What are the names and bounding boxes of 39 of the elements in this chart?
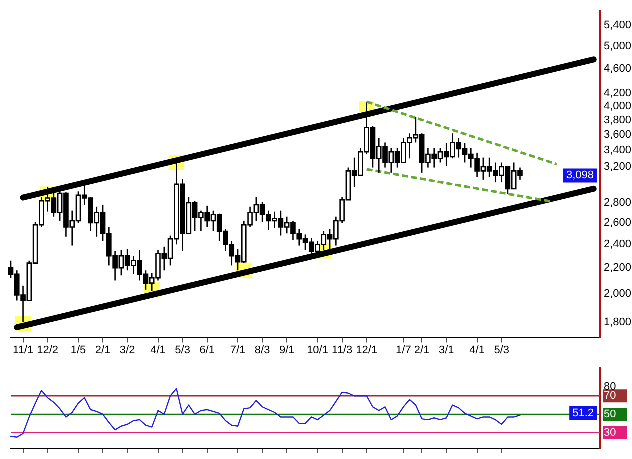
x-tick-label: 5/3	[175, 344, 190, 356]
annotation: 3,098	[566, 170, 594, 182]
x-tick-label: 11/3	[332, 344, 353, 356]
x-tick-label: 1/7	[396, 344, 412, 356]
y-tick-label: 4,200	[604, 88, 632, 100]
annotation: 51.2	[572, 407, 594, 420]
y-tick-label: 2,400	[604, 238, 632, 251]
x-tick-label: 12/2	[37, 344, 59, 356]
x-tick-label: 9/1	[279, 344, 295, 356]
x-tick-label: 2/1	[414, 344, 430, 356]
x-tick-label: 5/3	[494, 344, 510, 356]
y-tick-label: 3,200	[604, 160, 632, 173]
y-tick-label: 1,800	[604, 316, 632, 328]
x-tick-label: 11/1	[12, 344, 34, 356]
x-tick-label: 4/1	[470, 344, 485, 356]
y-tick-label: 3,600	[604, 129, 632, 142]
y-tick-label: 50	[604, 408, 616, 420]
x-tick-label: 12/1	[356, 344, 378, 356]
y-tick-label: 3,400	[604, 144, 632, 157]
x-tick-label: 3/1	[438, 344, 454, 356]
x-tick-label: 10/1	[307, 344, 328, 356]
y-tick-label: 5,400	[604, 20, 632, 32]
x-tick-label: 6/1	[200, 344, 215, 356]
y-tick-label: 4,000	[604, 100, 632, 113]
x-tick-label: 4/1	[150, 344, 166, 356]
y-tick-label: 70	[604, 390, 616, 402]
y-tick-label: 2,000	[604, 288, 632, 300]
x-tick-label: 2/1	[95, 344, 111, 356]
y-tick-label: 2,800	[604, 197, 632, 210]
y-tick-label: 3,800	[604, 114, 632, 127]
y-tick-label: 4,600	[604, 62, 632, 75]
y-tick-label: 30	[604, 426, 616, 439]
y-tick-label: 5,000	[604, 40, 632, 52]
x-tick-label: 3/2	[120, 344, 136, 356]
x-tick-label: 8/3	[254, 344, 270, 356]
x-tick-label: 1/5	[70, 344, 86, 356]
y-tick-label: 2,600	[604, 217, 632, 230]
x-tick-label: 7/1	[230, 344, 246, 356]
y-tick-label: 2,200	[604, 262, 632, 274]
